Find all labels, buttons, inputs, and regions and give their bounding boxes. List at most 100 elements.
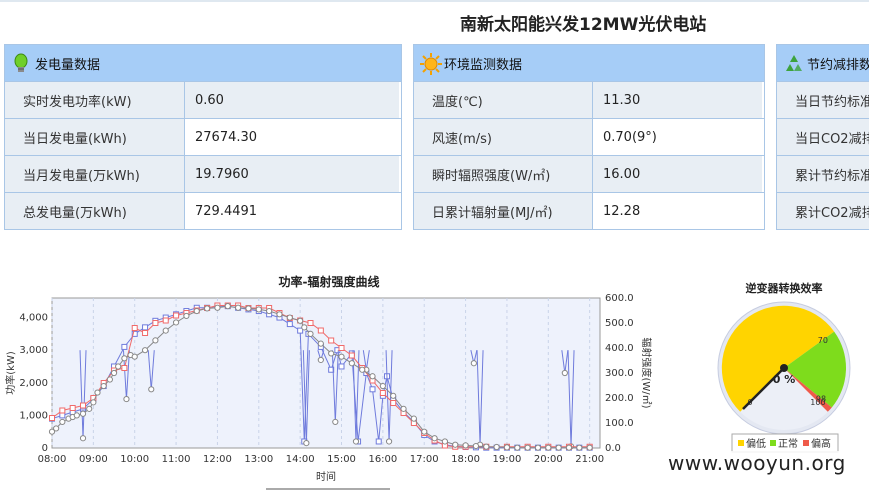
data-row: 温度(℃) 11.30 bbox=[414, 81, 764, 118]
spike-line bbox=[305, 350, 310, 444]
data-point bbox=[317, 340, 324, 347]
data-point bbox=[121, 355, 128, 362]
data-point bbox=[338, 363, 345, 370]
data-point bbox=[514, 444, 521, 451]
row-value: 11.30 bbox=[593, 82, 762, 118]
data-point bbox=[369, 373, 376, 380]
x-tick-label: 09:00 bbox=[79, 454, 108, 465]
gauge-tick-label: 70 bbox=[818, 336, 828, 345]
data-point bbox=[148, 386, 155, 393]
page-title: 南新太阳能兴发12MW光伏电站 bbox=[460, 15, 707, 35]
data-point bbox=[79, 410, 87, 417]
data-point bbox=[255, 306, 262, 313]
data-point bbox=[123, 395, 130, 403]
data-point bbox=[524, 444, 531, 451]
data-point bbox=[576, 444, 583, 451]
data-point bbox=[193, 307, 200, 315]
x-tick-label: 16:00 bbox=[368, 454, 397, 465]
data-point bbox=[421, 428, 428, 435]
grid bbox=[51, 298, 591, 448]
row-value: 12.28 bbox=[603, 203, 641, 219]
gauge-needle bbox=[742, 367, 785, 410]
panel-header: 发电量数据 bbox=[5, 45, 401, 81]
row-label: 当日节约标准 bbox=[777, 82, 869, 118]
y-tick-label: 0 bbox=[42, 443, 48, 454]
x-tick-label: 15:00 bbox=[327, 454, 356, 465]
data-point bbox=[173, 312, 180, 319]
spike-line bbox=[331, 350, 336, 422]
spike-line bbox=[365, 350, 370, 370]
row-label: 累计节约标准 bbox=[777, 156, 869, 192]
spike-line bbox=[150, 350, 155, 390]
spike-line bbox=[479, 350, 484, 445]
row-label: 瞬时辐照强度(W/㎡) bbox=[414, 156, 593, 192]
data-point bbox=[303, 440, 310, 447]
power-irradiance-chart: 功率-辐射强度曲线 0 1,000 2,000 3,000 4,000 0.0 100.0… bbox=[4, 274, 653, 490]
legend-swatch-high bbox=[803, 440, 809, 446]
data-point bbox=[106, 376, 114, 383]
legend-low: 偏低 bbox=[746, 437, 766, 450]
spike-line bbox=[334, 350, 339, 422]
y2-axis: 0.0 100.0 200.0 300.0 400.0 500.0 600.0 bbox=[605, 293, 634, 454]
data-point bbox=[224, 303, 231, 310]
data-point bbox=[470, 360, 477, 367]
data-point bbox=[297, 317, 304, 324]
data-point bbox=[317, 356, 324, 364]
x-tick-label: 13:00 bbox=[244, 454, 273, 465]
data-row: 风速(m/s) 0.70(9°) bbox=[414, 118, 764, 155]
data-point bbox=[48, 428, 56, 435]
watermark: www.wooyun.org bbox=[664, 451, 850, 475]
gauge-legend: 偏低 正常 偏高 bbox=[731, 433, 839, 453]
y-axis-label: 功率(kW) bbox=[4, 351, 17, 395]
data-row: 实时发电功率(kW) 0.60 bbox=[5, 81, 401, 118]
data-point bbox=[121, 343, 128, 350]
x-axis-label: 时间 bbox=[316, 470, 336, 483]
data-point bbox=[503, 444, 511, 451]
data-point bbox=[73, 412, 80, 419]
data-point bbox=[152, 320, 159, 326]
data-point bbox=[317, 327, 324, 334]
legend-normal: 正常 bbox=[778, 437, 798, 450]
spike-line bbox=[561, 350, 566, 374]
y2-tick-label: 500.0 bbox=[605, 318, 634, 329]
data-row: 日累计辐射量(MJ/㎡) 12.28 bbox=[414, 192, 764, 229]
data-row: 总发电量(万kWh) 729.4491 bbox=[5, 192, 401, 229]
x-tick-label: 20:00 bbox=[534, 454, 563, 465]
gauge-value: 0 % bbox=[773, 373, 796, 386]
gauge-band bbox=[784, 368, 832, 412]
spike-line bbox=[476, 350, 481, 445]
power-data-panel: 发电量数据 实时发电功率(kW) 0.60 当日发电量(kWh) 27674.3… bbox=[4, 44, 402, 230]
data-point bbox=[59, 418, 66, 426]
data-point bbox=[59, 407, 66, 414]
data-point bbox=[183, 312, 190, 320]
row-label: 总发电量(万kWh) bbox=[5, 193, 185, 229]
data-point bbox=[462, 442, 469, 449]
series-layer bbox=[48, 302, 593, 451]
data-point bbox=[332, 418, 339, 426]
data-point bbox=[162, 317, 169, 324]
data-row: 当月发电量(万kWh) 19.7960 bbox=[5, 155, 401, 192]
row-value: 729.4491 bbox=[195, 203, 258, 219]
spike-line bbox=[355, 350, 360, 442]
data-point bbox=[245, 305, 252, 312]
data-point bbox=[203, 305, 211, 312]
y2-tick-label: 400.0 bbox=[605, 343, 634, 354]
data-point bbox=[586, 444, 593, 451]
plot-area bbox=[51, 297, 601, 449]
x-tick-label: 08:00 bbox=[38, 454, 67, 465]
panel-title: 节约减排数 bbox=[807, 57, 869, 73]
chart-title: 功率-辐射强度曲线 bbox=[279, 274, 380, 289]
data-point bbox=[142, 330, 149, 336]
data-point bbox=[152, 337, 159, 344]
data-point bbox=[121, 365, 128, 371]
data-point bbox=[441, 438, 449, 445]
data-point bbox=[328, 337, 335, 344]
data-point bbox=[307, 330, 314, 337]
data-point bbox=[390, 392, 397, 399]
row-label: 当日CO2减排 bbox=[777, 119, 869, 155]
y2-axis-label: 辐射强度(W/㎡) bbox=[640, 337, 653, 408]
data-point bbox=[400, 405, 407, 412]
spike-line bbox=[564, 350, 569, 374]
y2-tick-label: 300.0 bbox=[605, 368, 634, 379]
data-point bbox=[276, 311, 283, 318]
